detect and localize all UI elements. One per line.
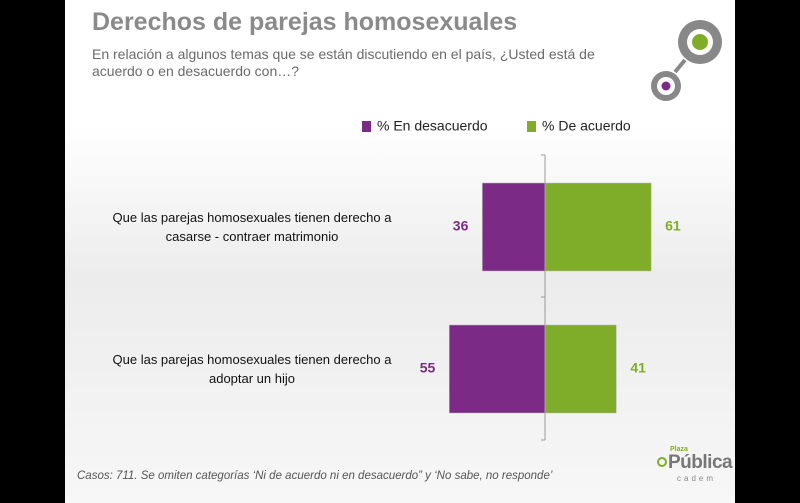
legend-label: % En desacuerdo (377, 118, 488, 134)
logo-name: Pública (668, 452, 733, 473)
bar (449, 324, 546, 414)
bar (482, 182, 546, 272)
footnote: Casos: 711. Se omiten categorías ‘Ni de … (77, 470, 553, 482)
legend-label: % De acuerdo (542, 118, 631, 134)
value-label: 36 (453, 218, 469, 234)
legend-swatch (362, 121, 371, 132)
category-label: Que las parejas homosexuales tienen dere… (112, 210, 392, 244)
slide: Derechos de parejas homosexuales En rela… (65, 0, 735, 503)
legend-swatch (527, 121, 536, 132)
chart-title: Derechos de parejas homosexuales (92, 8, 518, 36)
category-label: Que las parejas homosexuales tienen dere… (112, 352, 392, 386)
chart-subtitle: En relación a algunos temas que se están… (92, 46, 595, 79)
bar (544, 182, 652, 272)
chart: % En desacuerdo % De acuerdo 36 61 55 41 (362, 20, 722, 467)
value-label: 41 (630, 360, 646, 376)
logo-circles (651, 20, 722, 467)
bar (544, 324, 617, 414)
logo-bottom: cadem (677, 474, 717, 483)
value-label: 55 (420, 360, 436, 376)
logo-top: Plaza (670, 446, 688, 453)
value-label: 61 (665, 218, 681, 234)
